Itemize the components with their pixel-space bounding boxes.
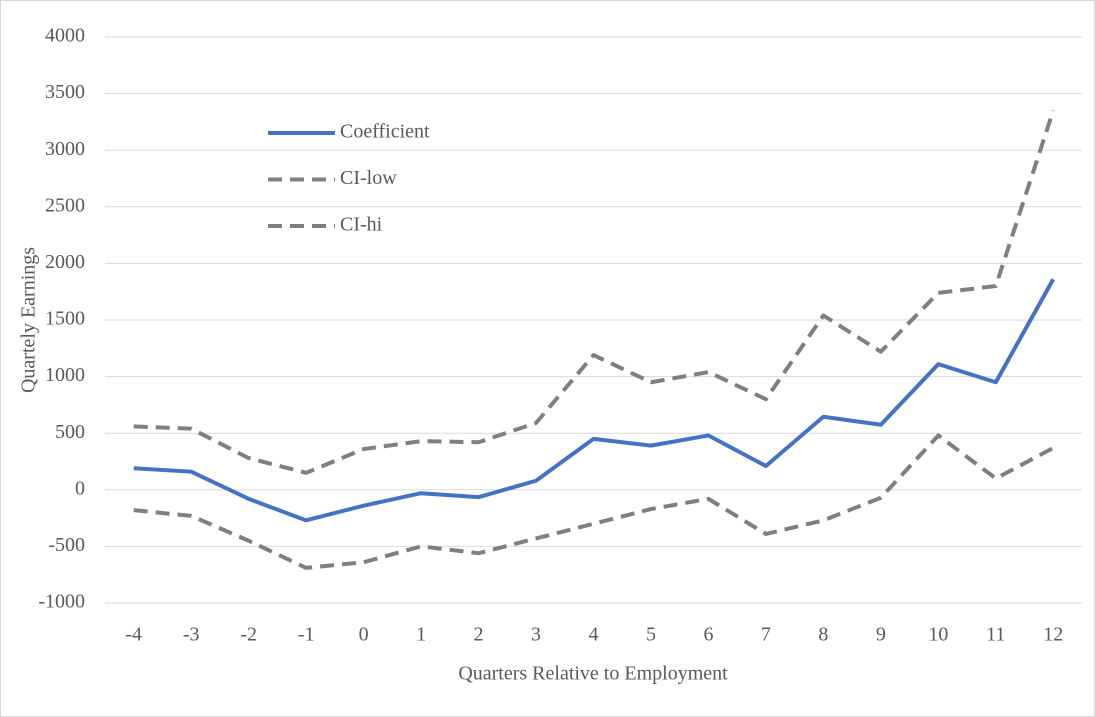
x-tick-label: 8 — [818, 624, 828, 646]
x-tick-label: 3 — [531, 624, 541, 646]
x-tick-label: 2 — [474, 624, 484, 646]
y-tick-label: 3500 — [45, 81, 85, 103]
series-line — [133, 109, 1056, 475]
y-tick-label: 500 — [55, 421, 85, 443]
x-axis-title: Quarters Relative to Employment — [458, 663, 728, 685]
legend-label: CI-low — [340, 167, 397, 189]
legend-label: CI-hi — [340, 214, 383, 236]
y-tick-label: 0 — [75, 477, 85, 499]
y-tick-label: 3000 — [45, 138, 85, 160]
x-tick-label: -2 — [240, 624, 257, 646]
x-tick-label: 6 — [703, 624, 713, 646]
x-tick-label: -3 — [183, 624, 200, 646]
x-tick-label: 1 — [416, 624, 426, 646]
series-line — [133, 433, 1055, 570]
x-tick-label: 5 — [646, 624, 656, 646]
x-tick-label: -1 — [298, 624, 315, 646]
legend-label: Coefficient — [340, 121, 430, 143]
x-tick-label: 10 — [928, 624, 948, 646]
y-tick-label: -1000 — [38, 591, 85, 613]
series-line — [133, 278, 1056, 523]
x-tick-label: -4 — [125, 624, 142, 646]
y-tick-label: 1000 — [45, 364, 85, 386]
x-tick-label: 4 — [589, 624, 599, 646]
x-tick-label: 11 — [986, 624, 1005, 646]
y-tick-label: 1500 — [45, 308, 85, 330]
x-tick-label: 7 — [761, 624, 771, 646]
y-tick-label: -500 — [48, 534, 85, 556]
x-tick-label: 9 — [876, 624, 886, 646]
y-tick-label: 4000 — [45, 25, 85, 47]
y-axis-title: Quartely Earnings — [18, 247, 40, 393]
y-tick-label: 2000 — [45, 251, 85, 273]
x-tick-label: 0 — [359, 624, 369, 646]
y-tick-label: 2500 — [45, 194, 85, 216]
x-tick-label: 12 — [1043, 624, 1063, 646]
